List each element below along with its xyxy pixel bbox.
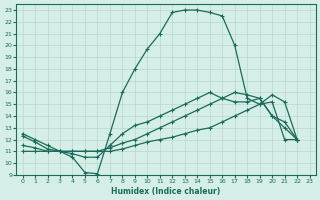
- X-axis label: Humidex (Indice chaleur): Humidex (Indice chaleur): [111, 187, 221, 196]
